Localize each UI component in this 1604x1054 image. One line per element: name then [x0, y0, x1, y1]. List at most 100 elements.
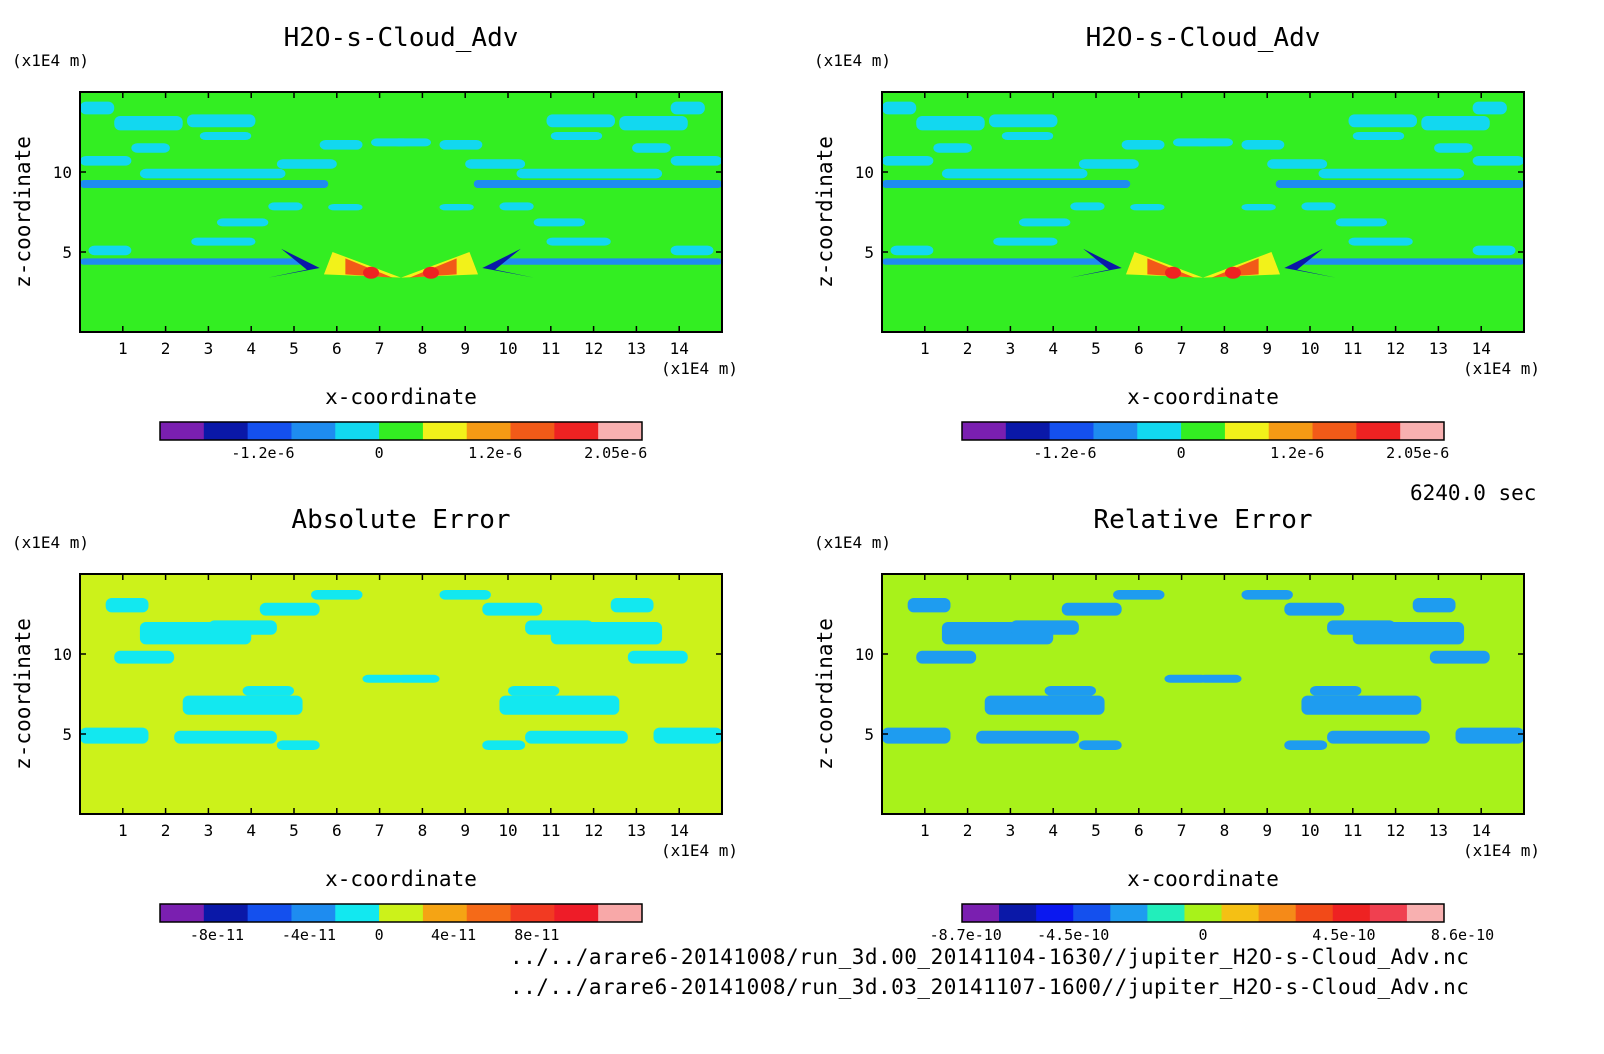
x-tick-label: 8 — [418, 339, 428, 358]
x-tick-label: 13 — [1429, 339, 1448, 358]
x-tick-label: 6 — [332, 821, 342, 840]
x-tick-label: 12 — [584, 821, 603, 840]
contour-region — [627, 650, 688, 664]
contour-region — [371, 138, 410, 147]
x-tick-label: 8 — [418, 821, 428, 840]
colorbar-swatch — [1406, 904, 1445, 922]
x-tick-label: 12 — [1386, 339, 1405, 358]
contour-region — [396, 674, 440, 683]
colorbar-swatch — [1332, 904, 1371, 922]
contour-region — [465, 159, 526, 169]
plot-field — [80, 574, 722, 814]
negative-feature — [482, 248, 534, 278]
colorbar-swatch — [247, 422, 292, 440]
x-tick-label: 13 — [627, 821, 646, 840]
colorbar-swatch — [554, 904, 599, 922]
chart-panel: H2O-s-Cloud_Adv(x1E4 m)(x1E4 m)1 2 3 4 5 6 7 8 9… — [813, 23, 1540, 462]
contour-region — [525, 730, 628, 744]
positive-peak — [422, 266, 439, 279]
positive-feature — [345, 258, 393, 278]
x-axis-label: x-coordinate — [1127, 867, 1279, 891]
y-unit-label: (x1E4 m) — [12, 533, 89, 552]
colorbar-label: -1.2e-6 — [1033, 444, 1096, 462]
contour-region — [276, 740, 320, 750]
contour-region — [187, 114, 256, 128]
footer-path-2: ../../arare6-20141008/run_3d.03_20141107… — [510, 975, 1470, 999]
x-tick-label: 1 — [920, 821, 930, 840]
contour-region — [1044, 686, 1096, 696]
contour-region — [328, 204, 363, 211]
colorbar-swatch — [962, 422, 1007, 440]
colorbar-swatch — [422, 422, 468, 440]
x-tick-label: 14 — [670, 821, 689, 840]
y-tick-label: 5 — [864, 243, 874, 262]
colorbar-swatch — [1356, 422, 1401, 440]
y-axis-label: z-coordinate — [11, 136, 35, 288]
contour-region — [1113, 590, 1165, 600]
contour-region — [1472, 156, 1524, 166]
colorbar-swatch — [466, 422, 512, 440]
footer-path-1: ../../arare6-20141008/run_3d.00_20141104… — [510, 945, 1470, 969]
contour-region — [482, 602, 543, 616]
contour-region — [499, 695, 620, 715]
colorbar-swatch — [422, 904, 468, 922]
colorbar-frame — [961, 903, 1445, 923]
y-tick-label: 10 — [855, 163, 874, 182]
y-tick-label: 5 — [62, 243, 72, 262]
contour-region — [1434, 143, 1473, 153]
x-axis-label: x-coordinate — [325, 385, 477, 409]
colorbar-swatch — [203, 904, 249, 922]
contour-region — [1310, 686, 1362, 696]
x-axis-label: x-coordinate — [325, 867, 477, 891]
contour-region — [1078, 159, 1139, 169]
contour-region — [546, 114, 615, 128]
contour-region — [516, 168, 663, 179]
x-unit-label: (x1E4 m) — [661, 841, 738, 860]
contour-region — [1078, 740, 1122, 750]
contour-region — [242, 686, 294, 696]
x-tick-label: 13 — [1429, 821, 1448, 840]
contour-region — [1472, 101, 1507, 115]
y-unit-label: (x1E4 m) — [814, 533, 891, 552]
plot-frame — [79, 91, 723, 333]
contour-region — [941, 622, 1054, 645]
colorbar-swatch — [1181, 422, 1226, 440]
chart-title: Relative Error — [1093, 505, 1312, 535]
colorbar-swatch — [1073, 904, 1111, 922]
x-tick-label: 3 — [1006, 339, 1016, 358]
x-tick-label: 10 — [1300, 821, 1319, 840]
contour-region — [610, 598, 654, 613]
contour-region — [933, 143, 972, 153]
x-tick-label: 10 — [498, 821, 517, 840]
positive-feature — [1211, 258, 1259, 278]
contour-region — [131, 143, 170, 153]
colorbar-swatch — [1369, 904, 1408, 922]
colorbar-swatch — [291, 422, 336, 440]
x-tick-label: 5 — [289, 339, 299, 358]
contour-region — [439, 140, 483, 150]
colorbar-swatch — [1110, 904, 1148, 922]
positive-feature — [1125, 252, 1203, 278]
colorbar-swatch — [247, 904, 292, 922]
contour-region — [362, 674, 406, 683]
contour-region — [482, 740, 526, 750]
x-tick-label: 10 — [1300, 339, 1319, 358]
x-tick-label: 5 — [1091, 821, 1101, 840]
contour-region — [319, 140, 363, 150]
contour-region — [1198, 674, 1242, 683]
plot-frame — [881, 573, 1525, 815]
colorbar-swatch — [335, 904, 380, 922]
contour-region — [632, 143, 671, 153]
contour-region — [993, 237, 1058, 246]
contour-region — [80, 156, 132, 166]
colorbar-frame — [961, 421, 1445, 441]
colorbar-swatch — [160, 904, 205, 922]
x-tick-label: 11 — [541, 339, 560, 358]
x-unit-label: (x1E4 m) — [1463, 841, 1540, 860]
x-tick-label: 11 — [1343, 339, 1362, 358]
colorbar-swatch — [1005, 422, 1051, 440]
contour-band — [499, 258, 722, 265]
contour-region — [1070, 202, 1105, 211]
x-tick-label: 14 — [1472, 821, 1491, 840]
contour-region — [1284, 602, 1345, 616]
